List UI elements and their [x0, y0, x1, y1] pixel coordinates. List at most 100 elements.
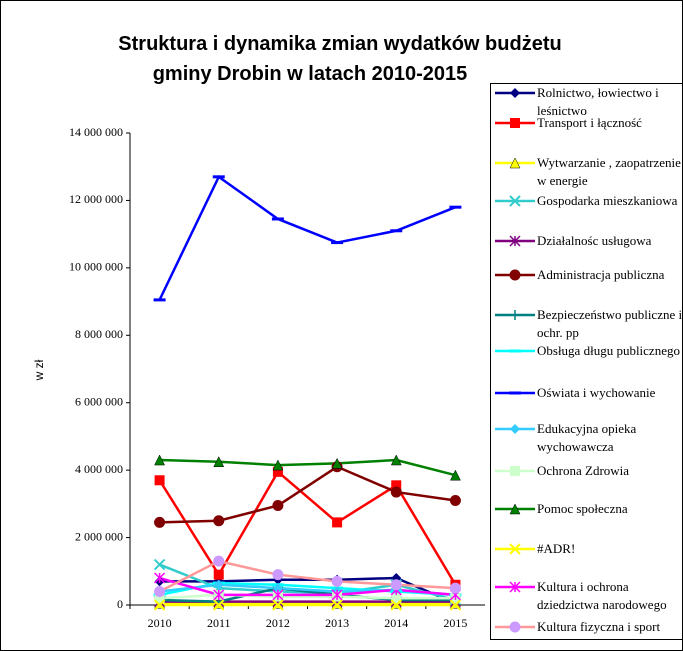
marker: [509, 621, 521, 633]
series-line: [159, 586, 456, 603]
marker: [153, 558, 166, 571]
marker: [449, 599, 462, 611]
marker: [154, 454, 165, 466]
marker: [509, 391, 521, 395]
marker: [332, 517, 343, 528]
legend-label: Edukacyjna opieka wychowawcza: [537, 421, 637, 454]
marker: [213, 515, 225, 527]
marker: [213, 555, 225, 567]
legend-swatch: [495, 621, 535, 633]
series-line: [159, 576, 456, 597]
legend-swatch: [495, 503, 535, 515]
marker: [390, 229, 403, 233]
marker: [449, 494, 461, 506]
series-line: [159, 593, 456, 600]
legend-swatch: [495, 391, 535, 395]
legend-swatch: [495, 581, 535, 593]
marker: [510, 88, 520, 98]
marker: [449, 205, 462, 209]
legend-swatch: [495, 195, 535, 207]
legend-label: Bezpieczeństwo publiczne i ochr. pp: [537, 307, 683, 340]
marker: [272, 466, 283, 477]
x-tick-label: 2010: [148, 616, 172, 630]
legend-label: Transport i łączność: [537, 115, 642, 130]
legend-label: Kultura fizyczna i sport: [537, 619, 661, 634]
marker: [391, 480, 402, 491]
series-line: [159, 559, 456, 593]
y-tick-label: 8 000 000: [75, 327, 123, 341]
marker: [509, 157, 521, 169]
marker: [331, 241, 344, 245]
marker: [154, 475, 165, 486]
legend-label: Oświata i wychowanie: [537, 385, 656, 400]
marker: [153, 599, 166, 611]
marker: [509, 269, 521, 281]
marker: [213, 569, 224, 580]
marker: [154, 516, 166, 528]
legend-label: Ochrona Zdrowia: [537, 463, 630, 478]
marker: [272, 569, 284, 581]
marker: [450, 469, 461, 481]
marker: [272, 599, 284, 611]
legend: Rolnictwo, łowiectwo i leśnictwo Transpor…: [490, 83, 682, 640]
y-tick-label: 14 000 000: [69, 125, 123, 139]
y-tick-label: 10 000 000: [69, 260, 123, 274]
marker: [510, 310, 520, 320]
series-line: [158, 469, 457, 586]
legend-swatch: [495, 235, 535, 247]
x-tick-label: 2015: [443, 616, 467, 630]
marker: [213, 456, 225, 467]
series-line: [159, 465, 456, 524]
marker: [510, 118, 520, 128]
legend-swatch: [495, 543, 535, 555]
chart-title: Struktura i dynamika zmian wydatków budż…: [118, 33, 561, 85]
marker: [509, 195, 521, 207]
marker: [391, 593, 402, 604]
legend-swatch: [495, 157, 535, 169]
marker: [272, 589, 284, 601]
y-tick-label: 4 000 000: [75, 462, 123, 476]
marker: [213, 589, 225, 601]
marker: [509, 349, 521, 353]
marker: [331, 457, 343, 469]
legend-label: Gospodarka mieszkaniowa: [537, 193, 678, 208]
marker: [272, 459, 284, 471]
marker: [510, 466, 520, 476]
marker: [509, 503, 521, 515]
marker: [449, 582, 461, 594]
marker: [390, 454, 402, 466]
marker: [509, 581, 521, 593]
marker: [213, 599, 225, 611]
legend-swatch: [495, 88, 535, 98]
x-tick-label: 2014: [384, 616, 408, 630]
legend-label: Wytwarzanie , zaopatrzenie w energie: [537, 155, 681, 188]
y-axis-label: w zł: [32, 359, 46, 381]
marker: [154, 572, 166, 584]
marker: [272, 500, 284, 512]
marker: [213, 579, 224, 590]
legend-label: Administracja publiczna: [537, 267, 665, 282]
legend-label: #ADR!: [537, 541, 576, 556]
series-line: [158, 174, 456, 301]
y-tick-label: 2 000 000: [75, 529, 123, 543]
x-tick-label: 2012: [266, 616, 290, 630]
y-tick-label: 0: [117, 597, 123, 611]
marker: [271, 217, 284, 221]
legend-label: Rolnictwo, łowiectwo i leśnictwo: [537, 85, 659, 118]
y-tick-label: 12 000 000: [69, 192, 123, 206]
legend-swatch: [495, 310, 535, 320]
marker: [154, 586, 166, 598]
marker: [390, 579, 402, 591]
marker: [331, 599, 343, 611]
marker: [331, 589, 343, 601]
legend-label: Pomoc społeczna: [537, 501, 628, 516]
series-line: [159, 576, 456, 605]
marker: [390, 486, 402, 498]
legend-label: Działalnośc usługowa: [537, 233, 652, 248]
legend-swatch: [495, 424, 535, 434]
marker: [331, 575, 343, 587]
marker: [154, 593, 165, 604]
marker: [390, 599, 402, 611]
